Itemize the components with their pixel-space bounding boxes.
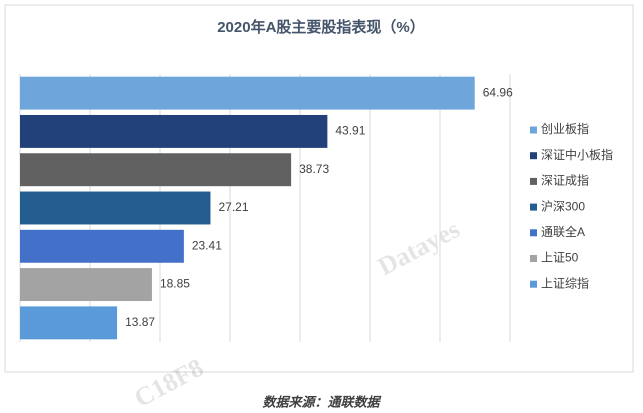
legend-swatch — [530, 177, 537, 185]
source-note: 数据来源：通联数据 — [262, 394, 381, 409]
legend-swatch — [530, 203, 537, 211]
legend-swatch — [530, 280, 537, 288]
bar — [20, 114, 328, 148]
legend-label: 深证中小板指 — [541, 147, 613, 162]
bar — [20, 76, 475, 110]
value-label: 43.91 — [335, 124, 365, 138]
legend-label: 创业板指 — [541, 121, 589, 136]
legend-label: 上证50 — [541, 251, 579, 265]
value-label: 13.87 — [125, 315, 155, 329]
legend-label: 深证成指 — [541, 173, 589, 188]
bar — [20, 268, 152, 302]
value-label: 18.85 — [160, 277, 190, 291]
legend-label: 沪深300 — [541, 199, 585, 213]
value-label: 23.41 — [192, 238, 222, 252]
value-label: 38.73 — [299, 162, 329, 176]
bar — [20, 229, 184, 263]
bar — [20, 191, 211, 225]
legend-swatch — [530, 152, 537, 160]
legend-swatch — [530, 255, 537, 262]
legend-swatch — [530, 229, 537, 237]
legend-label: 上证综指 — [541, 275, 589, 290]
bar — [20, 153, 292, 187]
legend-swatch — [530, 126, 537, 134]
bar — [20, 306, 118, 340]
value-label: 27.21 — [218, 200, 248, 214]
chart-title: 2020年A股主要股指表现（%） — [217, 18, 425, 36]
value-label: 64.96 — [483, 85, 513, 99]
legend-label: 通联全A — [541, 224, 585, 239]
